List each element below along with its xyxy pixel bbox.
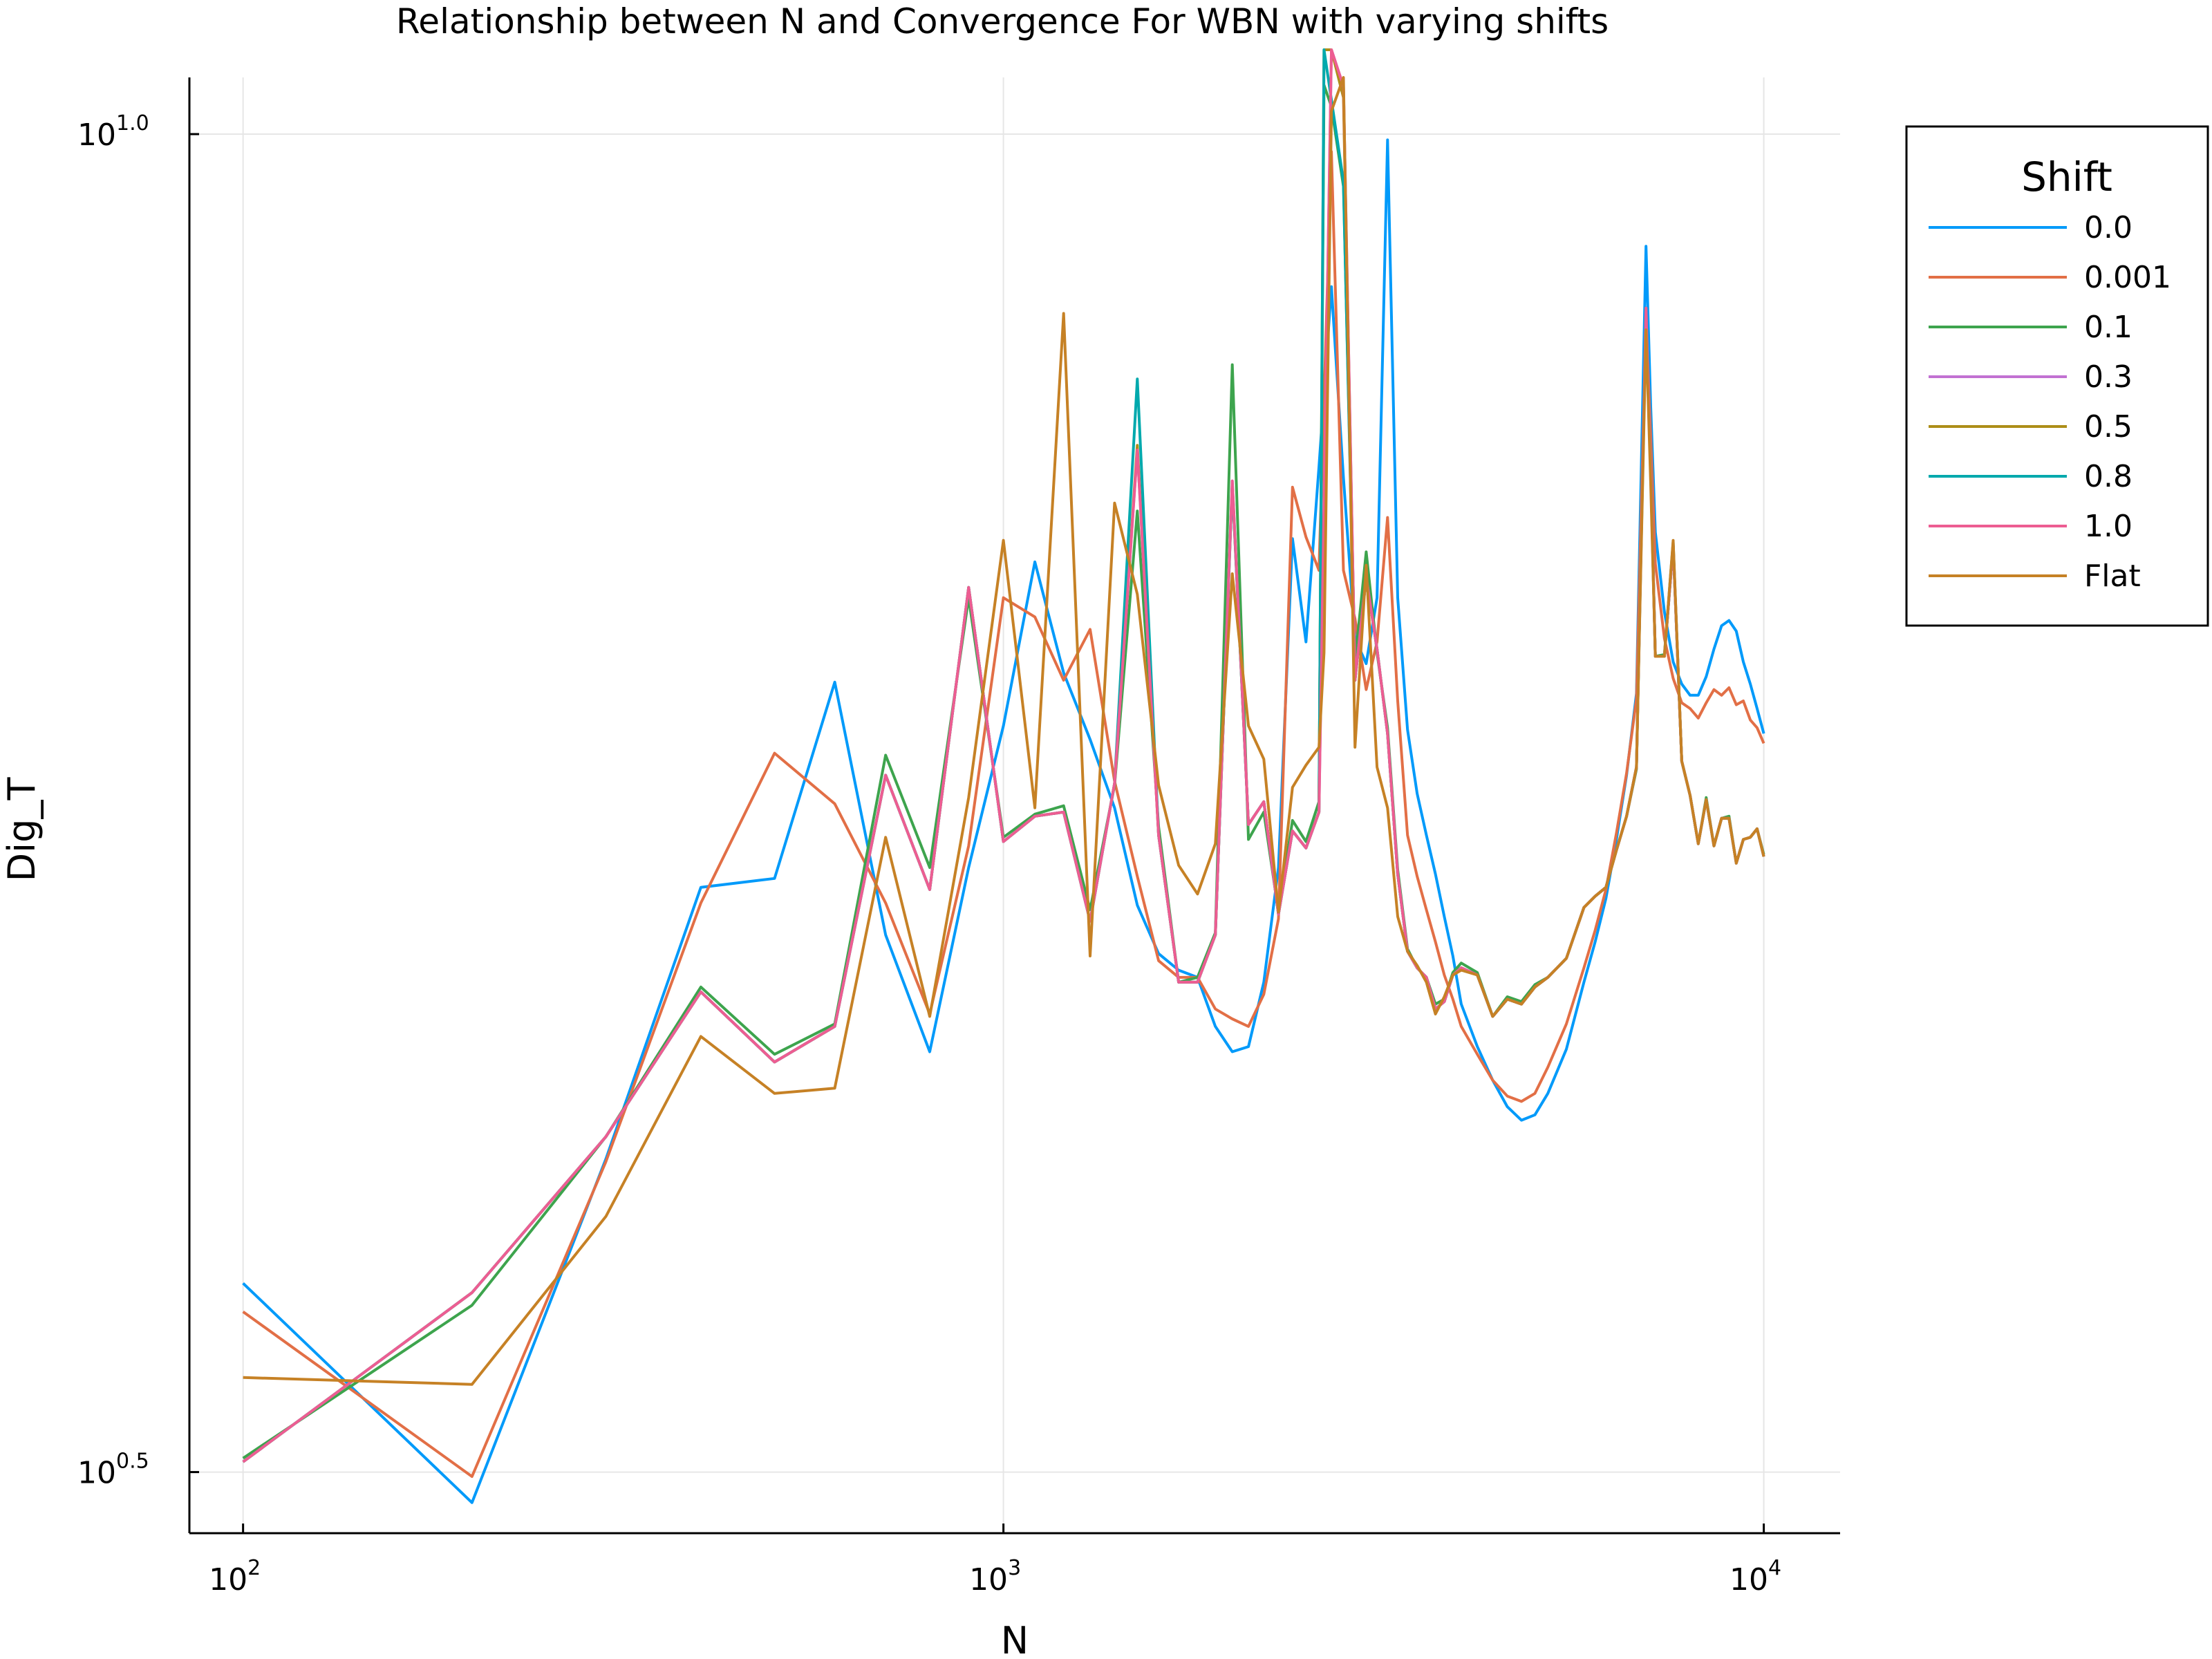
- legend-label-1-0: 1.0: [2084, 509, 2133, 544]
- legend-label-0-1: 0.1: [2084, 310, 2133, 345]
- legend-items: 0.0 0.001 0.1 0.3 0.5 0.8 1.0 Flat: [1929, 210, 2171, 594]
- chart-title: Relationship between N and Convergence F…: [396, 1, 1609, 41]
- x-tick-exponent: 2: [247, 1556, 261, 1580]
- y-tick-base: 10: [77, 118, 116, 153]
- legend-label-0-001: 0.001: [2084, 260, 2171, 295]
- x-tick-base: 10: [969, 1562, 1008, 1597]
- y-tick-label: 101.0: [77, 111, 149, 153]
- y-tick-exponent: 1.0: [116, 111, 149, 135]
- legend-title: Shift: [2021, 153, 2112, 200]
- x-axis-label: N: [1001, 1619, 1029, 1659]
- x-tick-base: 10: [1730, 1562, 1768, 1597]
- y-axis-label: Dig_T: [0, 777, 44, 882]
- x-tick-label: 103: [969, 1556, 1021, 1597]
- x-ticks: 102 103 104: [209, 1524, 1781, 1597]
- y-tick-label: 100.5: [77, 1450, 149, 1491]
- series-lines: [242, 48, 1765, 1504]
- legend-label-flat: Flat: [2084, 559, 2141, 594]
- legend-label-0-8: 0.8: [2084, 459, 2133, 494]
- legend-label-0-3: 0.3: [2084, 359, 2133, 395]
- x-tick-base: 10: [209, 1562, 247, 1597]
- x-tick-label: 104: [1730, 1556, 1781, 1597]
- legend: Shift 0.0 0.001 0.1 0.3 0.5 0.8 1.0 Flat: [1905, 125, 2209, 627]
- x-tick-exponent: 3: [1008, 1556, 1021, 1580]
- x-tick-label: 102: [209, 1556, 261, 1597]
- series-line-flat: [243, 76, 1765, 1386]
- legend-label-0-0: 0.0: [2084, 210, 2133, 245]
- y-tick-base: 10: [77, 1456, 116, 1491]
- y-tick-exponent: 0.5: [116, 1450, 149, 1474]
- legend-label-0-5: 0.5: [2084, 409, 2133, 444]
- x-tick-exponent: 4: [1768, 1556, 1781, 1580]
